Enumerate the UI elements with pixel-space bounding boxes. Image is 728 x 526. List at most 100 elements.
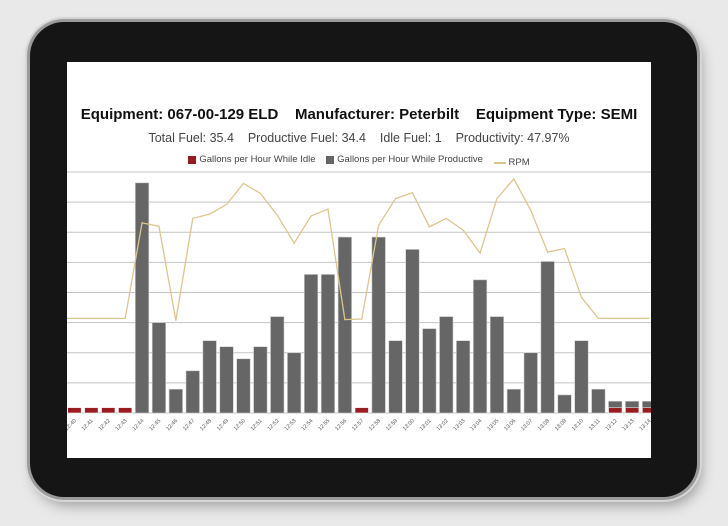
rpm-point <box>378 224 380 226</box>
x-tick-label: 13:09 <box>554 418 568 432</box>
x-tick-label: 12:48 <box>199 418 213 432</box>
bar-productive <box>219 346 234 414</box>
x-tick-label: 12:58 <box>368 418 382 432</box>
x-tick-label: 13:06 <box>503 418 517 432</box>
x-tick-label: 12:45 <box>148 418 162 432</box>
x-tick-label: 12:50 <box>233 418 247 432</box>
bar-productive <box>506 388 521 414</box>
rpm-point <box>225 203 228 206</box>
bar-productive <box>236 358 251 414</box>
x-tick-label: 12:53 <box>284 418 298 432</box>
bar-productive <box>202 340 217 414</box>
x-tick-label: 13:05 <box>486 418 500 432</box>
x-tick-label: 13:00 <box>402 418 416 432</box>
rpm-point <box>158 225 160 227</box>
rpm-point <box>293 242 295 244</box>
rpm-point <box>496 197 498 200</box>
bar-idle <box>625 407 640 414</box>
rpm-line <box>67 177 650 321</box>
rpm-point <box>209 213 211 215</box>
x-tick-label: 12:46 <box>165 418 179 432</box>
legend-item-productive[interactable]: Gallons per Hour While Productive <box>326 154 483 165</box>
rpm-point <box>73 317 76 320</box>
rpm-point <box>513 178 515 180</box>
bar-idle <box>101 407 116 414</box>
rpm-point <box>547 251 549 253</box>
bar-productive <box>422 328 437 414</box>
bar-productive <box>540 261 555 414</box>
bar-productive <box>151 322 166 414</box>
x-tick-label: 12:57 <box>351 418 365 432</box>
legend-swatch-rpm <box>493 162 506 164</box>
rpm-point <box>361 318 363 320</box>
rpm-point <box>580 296 583 298</box>
rpm-point <box>445 217 447 219</box>
bar-productive <box>270 316 285 414</box>
rpm-point <box>530 209 532 211</box>
rpm-point <box>648 317 650 320</box>
rpm-point <box>411 192 414 194</box>
legend-item-idle[interactable]: Gallons per Hour While Idle <box>188 154 316 165</box>
bar-productive <box>456 340 471 414</box>
rpm-point <box>428 226 430 228</box>
bar-idle <box>84 407 99 414</box>
legend-swatch-productive <box>326 155 335 164</box>
bar-productive <box>168 388 183 414</box>
rpm-point <box>327 208 329 210</box>
x-tick-label: 12:54 <box>300 418 314 432</box>
productivity: Productivity: 47.97% <box>455 131 570 145</box>
bar-productive <box>591 388 606 414</box>
bar-productive <box>287 352 302 414</box>
rpm-point <box>631 317 633 320</box>
bar-idle <box>67 407 82 414</box>
legend-label-productive: Gallons per Hour While Productive <box>337 154 483 165</box>
rpm-point <box>124 317 126 320</box>
x-tick-label: 13:08 <box>537 418 551 432</box>
bar-productive <box>253 346 268 414</box>
idle-fuel: Idle Fuel: 1 <box>379 131 442 145</box>
equipment-header: Equipment: 067-00-129 ELD Manufacturer: … <box>67 106 651 123</box>
fuel-chart: 12:40 12:41 12:42 12:43 12:44 12:45 12:46 12:47… <box>67 171 651 432</box>
bar-productive <box>489 316 505 414</box>
rpm-point <box>462 229 464 231</box>
rpm-point <box>259 192 261 194</box>
x-tick-label: 13:11 <box>588 418 602 432</box>
x-tick-label: 12:44 <box>131 418 145 432</box>
x-tick-label: 13:14 <box>638 418 651 432</box>
bar-productive <box>608 400 623 408</box>
bar-productive <box>185 370 200 414</box>
bar-productive <box>320 274 335 414</box>
bar-idle <box>118 407 133 414</box>
bar-productive <box>625 400 640 408</box>
rpm-point <box>141 222 143 224</box>
rpm-point <box>614 317 616 320</box>
x-tick-label: 12:59 <box>385 418 399 432</box>
bar-productive <box>405 249 420 414</box>
rpm-point <box>175 319 177 322</box>
fuel-summary: Total Fuel: 35.4 Productive Fuel: 34.4 I… <box>67 131 651 145</box>
bar-productive <box>388 340 403 414</box>
x-tick-label: 13:02 <box>436 418 450 432</box>
x-tick-label: 12:42 <box>98 418 112 432</box>
bar-productive <box>304 274 319 414</box>
bar-idle <box>641 407 651 414</box>
x-tick-label: 12:41 <box>81 418 95 432</box>
x-tick-label: 13:12 <box>605 418 619 432</box>
bar-idle <box>354 407 369 414</box>
x-tick-label: 12:40 <box>67 418 78 432</box>
legend-item-rpm[interactable]: RPM <box>493 157 530 168</box>
chart-legend: Gallons per Hour While Idle Gallons per … <box>67 154 651 168</box>
rpm-point <box>394 197 397 200</box>
rpm-point <box>242 182 245 185</box>
x-tick-label: 12:55 <box>317 418 331 432</box>
rpm-point <box>310 215 312 217</box>
rpm-point <box>344 319 346 321</box>
rpm-point <box>90 317 92 320</box>
x-tick-label: 12:43 <box>115 418 129 432</box>
x-tick-label: 13:13 <box>622 418 636 432</box>
x-tick-label: 13:07 <box>520 418 534 432</box>
legend-swatch-idle <box>188 155 197 164</box>
rpm-point <box>192 217 194 219</box>
equipment-id: Equipment: 067-00-129 ELD <box>80 106 279 123</box>
x-tick-label: 12:52 <box>267 418 281 432</box>
